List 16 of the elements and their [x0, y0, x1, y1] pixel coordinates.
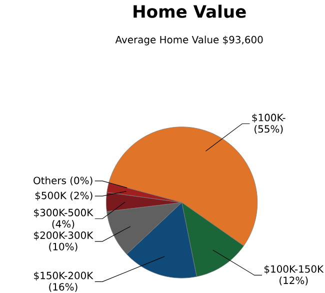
slice-label: $200K-300K — [34, 231, 94, 240]
data-label: (55%) — [254, 124, 283, 134]
data-label: (12%) — [280, 276, 308, 286]
category-label: Others — [34, 176, 66, 184]
data-label: (2%) — [70, 191, 92, 200]
slice-label: $500K — [35, 191, 67, 200]
chart-title: Home Value — [134, 4, 246, 18]
data-label: (16%) — [49, 282, 78, 292]
chart-subtitle: Average Home Value $93,600 — [115, 36, 263, 46]
slice-label: $150K-200K — [34, 271, 94, 280]
data-label: (4%) — [52, 220, 74, 229]
text: (0%) — [70, 176, 92, 186]
data-label: (10%) — [49, 242, 78, 252]
slice-label: $100K-150K — [264, 264, 324, 274]
slice-label: $100K- — [252, 114, 286, 123]
slice-label: $300K-500K — [34, 208, 94, 218]
